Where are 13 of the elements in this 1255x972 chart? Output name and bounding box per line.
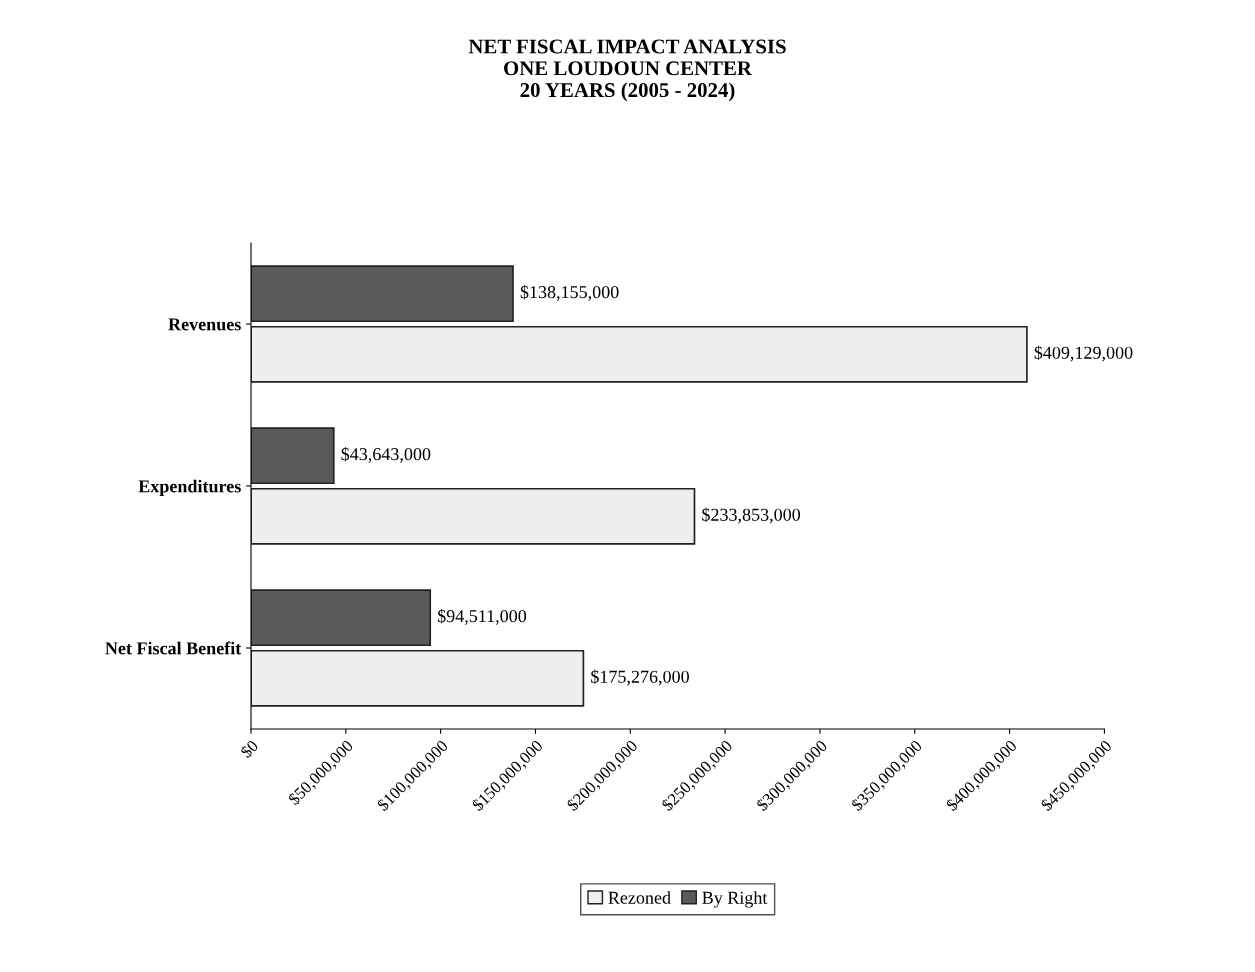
- x-tick-label: $0: [239, 738, 260, 760]
- legend-label: By Right: [702, 891, 768, 908]
- y-tick-label: Expenditures: [138, 479, 241, 497]
- chart-title: NET FISCAL IMPACT ANALYSIS ONE LOUDOUN CENTER 20 YEARS (2005 - 2024): [468, 39, 786, 102]
- data-label: $233,853,000: [702, 507, 801, 524]
- data-label: $409,129,000: [1034, 345, 1133, 362]
- data-label: $175,276,000: [591, 669, 689, 686]
- data-label: $43,643,000: [341, 446, 431, 463]
- y-tick-label: Net Fiscal Benefit: [105, 641, 242, 655]
- legend-label: Rezoned: [608, 891, 671, 904]
- y-tick-label: Revenues: [168, 318, 241, 331]
- data-label: $94,511,000: [437, 608, 527, 625]
- data-label: $138,155,000: [520, 284, 619, 301]
